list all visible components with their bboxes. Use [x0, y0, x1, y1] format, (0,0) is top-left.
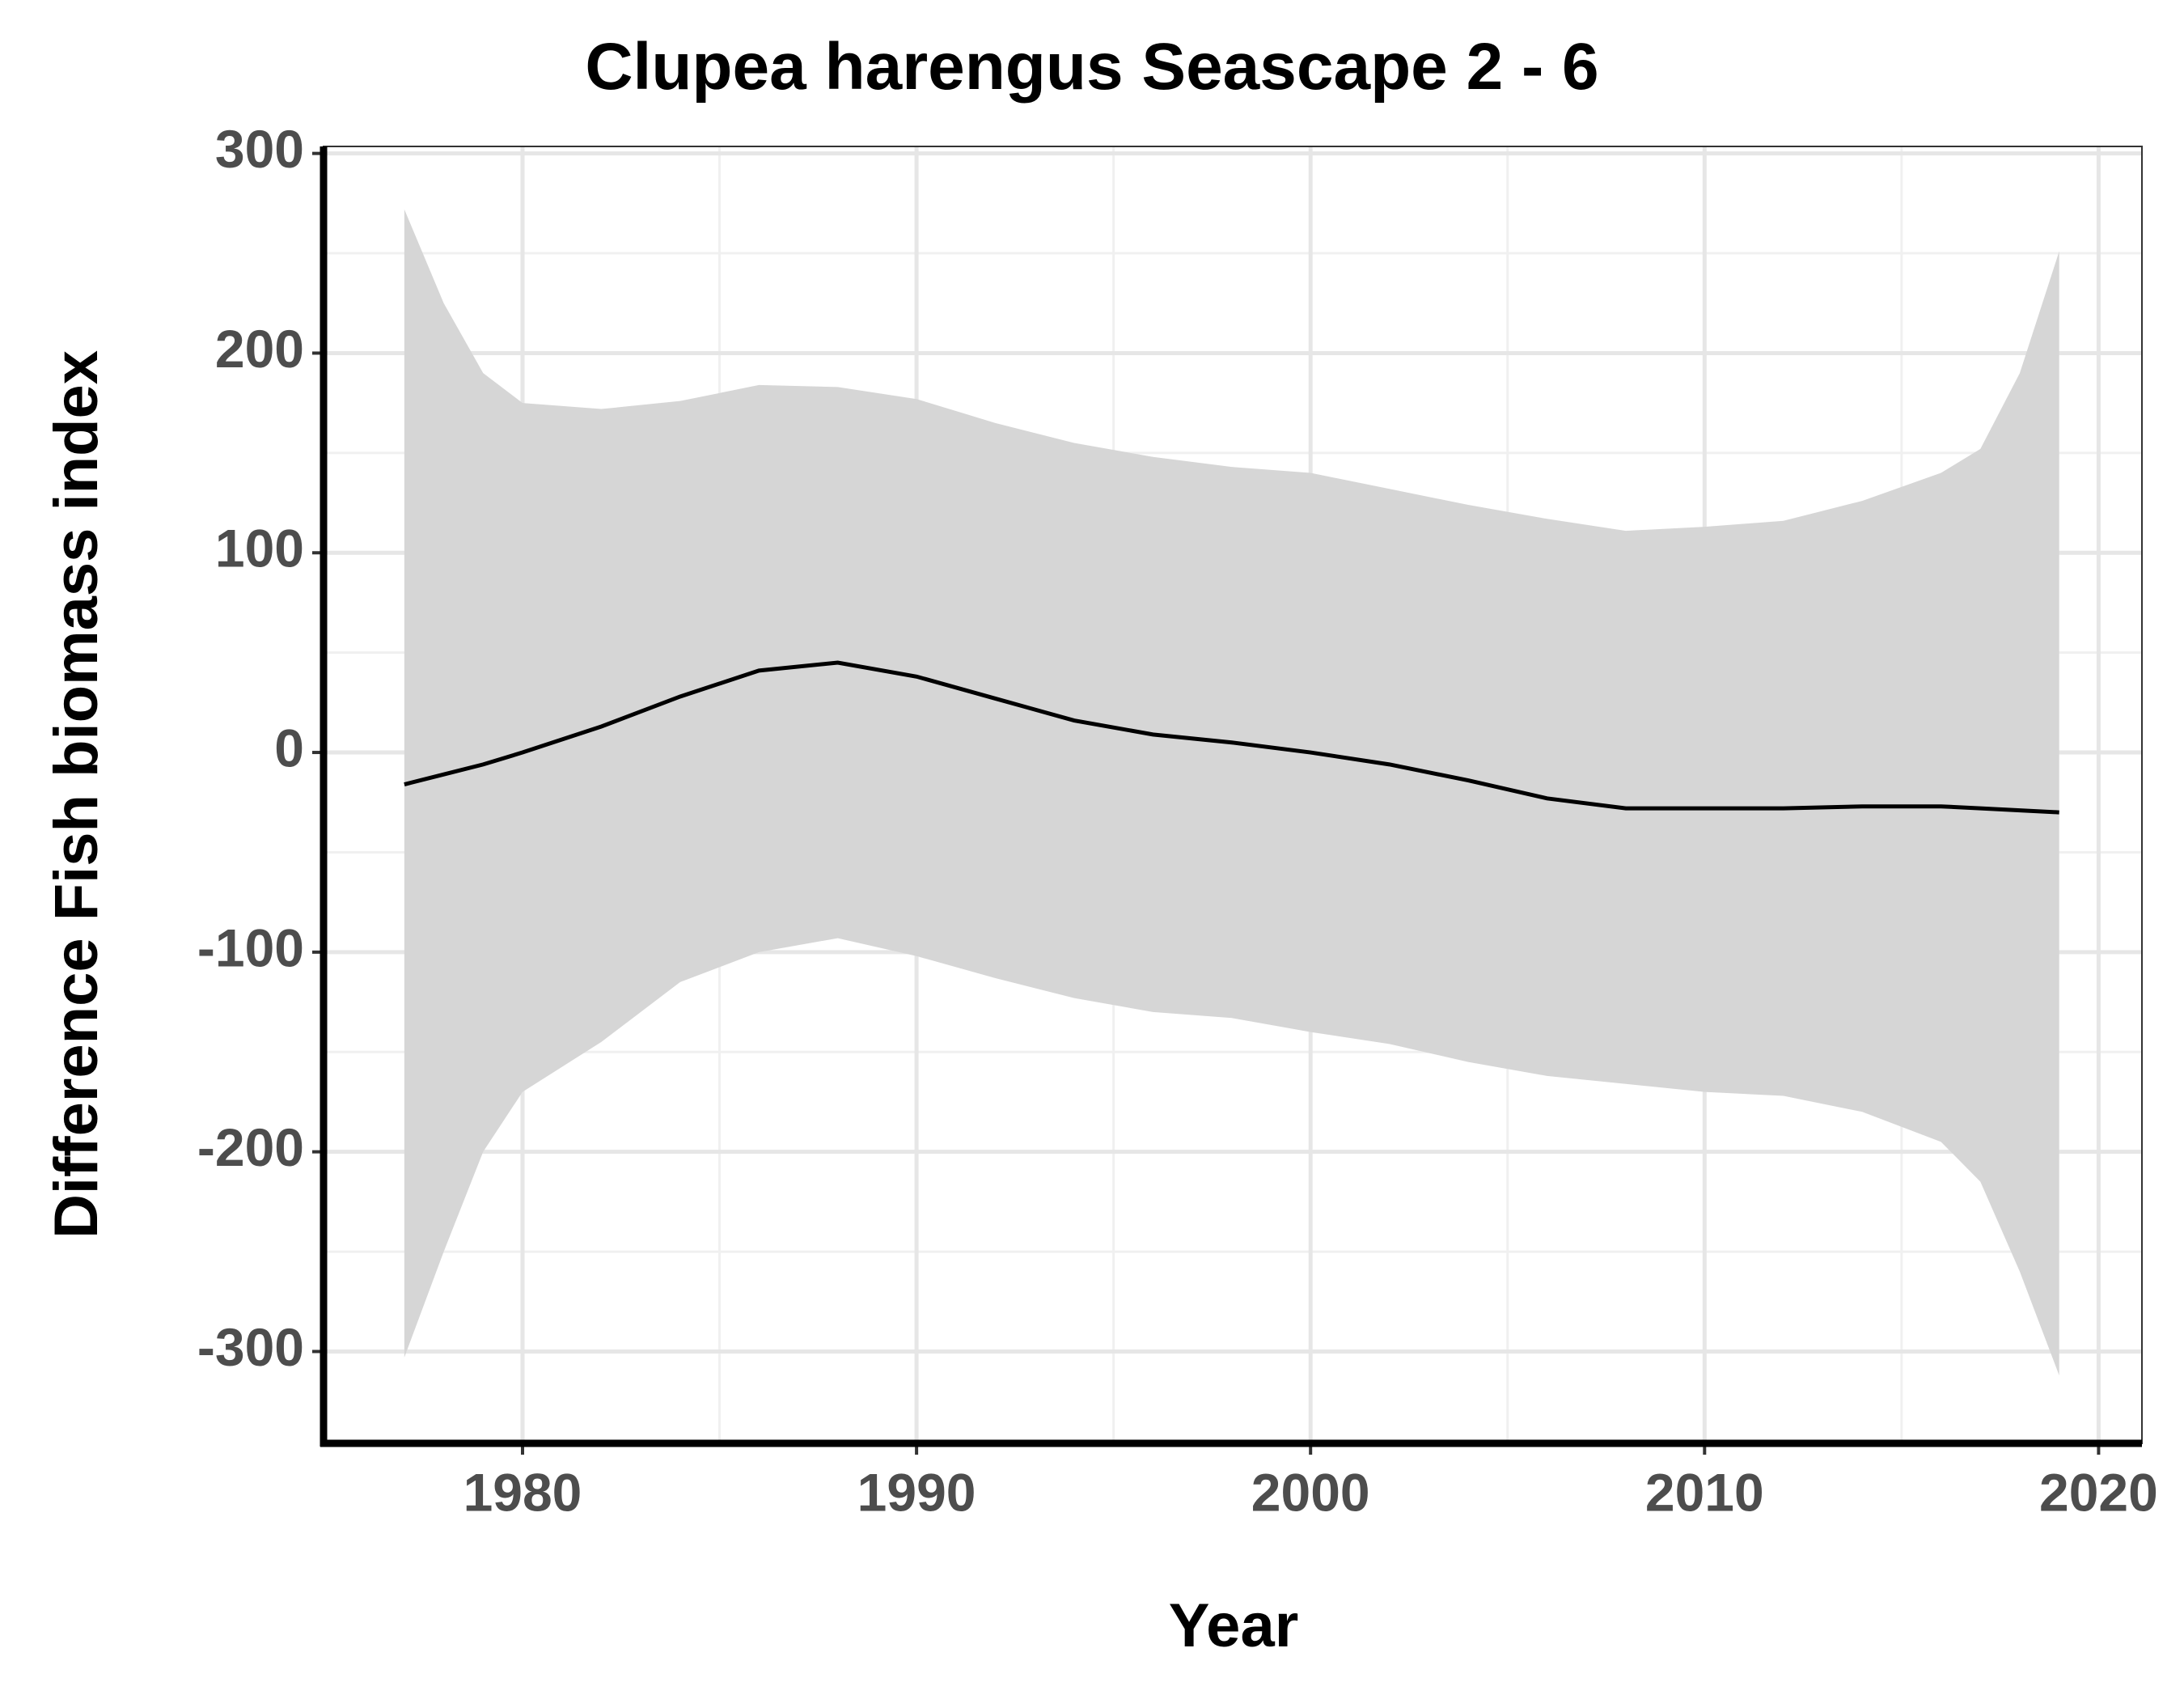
x-tick-label: 1980 [463, 1462, 582, 1522]
x-tick-label: 2020 [2039, 1462, 2158, 1522]
y-tick-label: 100 [215, 519, 304, 578]
confidence-band [404, 209, 2059, 1376]
y-tick-label: 0 [274, 718, 304, 777]
trend-line [404, 660, 2059, 815]
y-tick-label: -200 [197, 1117, 304, 1177]
y-tick-label: 200 [215, 319, 304, 379]
y-tick-label: 300 [215, 119, 304, 179]
y-tick-label: -100 [197, 917, 304, 977]
x-tick-label: 1990 [857, 1462, 976, 1522]
x-tick-label: 2000 [1251, 1462, 1370, 1522]
y-tick-label: -300 [197, 1317, 304, 1377]
chart-title: Clupea harengus Seascape 2 - 6 [585, 30, 1598, 104]
y-axis-title: Difference Fish biomass index [42, 350, 111, 1239]
x-axis-title: Year [1169, 1591, 1299, 1660]
x-tick-label: 2010 [1645, 1462, 1764, 1522]
